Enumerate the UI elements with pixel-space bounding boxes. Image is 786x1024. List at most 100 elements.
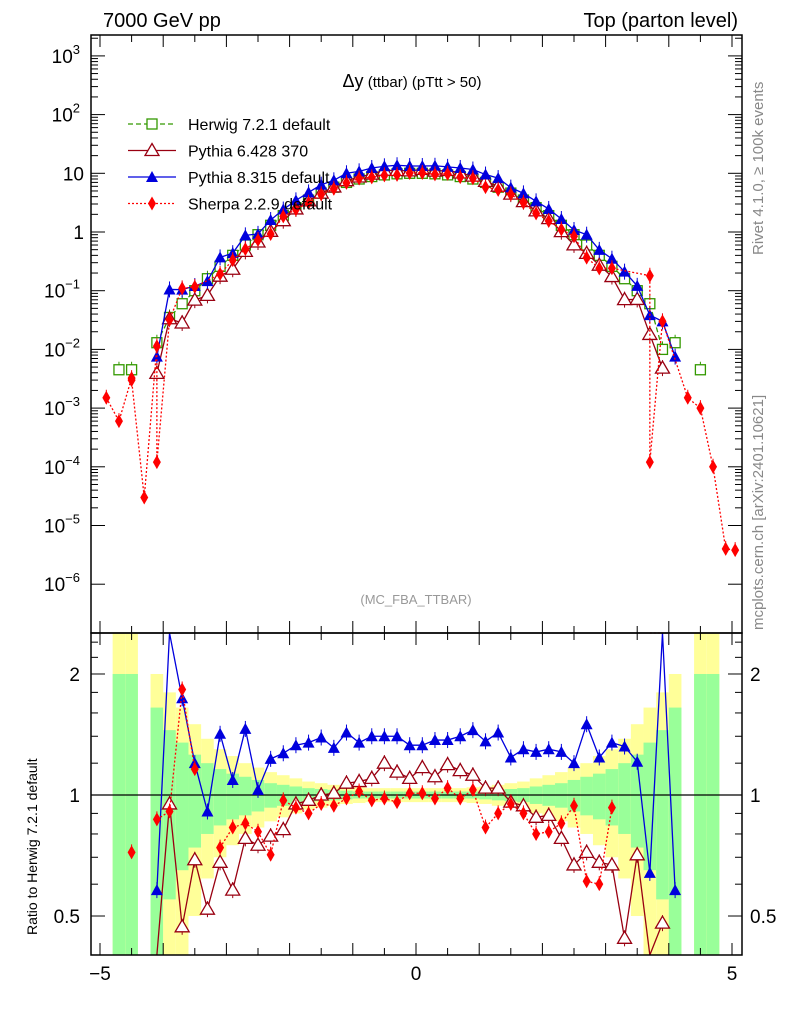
ratio-band-green xyxy=(668,707,682,955)
y-tick-label: 1 xyxy=(73,223,84,244)
side-label-mcplots: mcplots.cern.ch [arXiv:2401.10621] xyxy=(750,395,767,630)
legend-marker xyxy=(146,118,158,130)
sherpa-main-point xyxy=(481,180,490,195)
sherpa-ratio-point xyxy=(494,806,503,821)
y-tick-exponent: −3 xyxy=(65,394,80,409)
y-tick-base: 10 xyxy=(52,47,73,68)
sherpa-main-point xyxy=(329,181,338,196)
plot-title: Δy (ttbar) (pTtt > 50) xyxy=(343,71,482,91)
pythia6-ratio-point xyxy=(363,770,380,785)
sherpa-main-point xyxy=(304,195,313,210)
pythia8-main-point xyxy=(214,251,227,263)
pythia8-ratio-point xyxy=(428,734,441,746)
sherpa-ratio-point xyxy=(544,824,553,839)
y-tick-base: 10 xyxy=(44,399,65,420)
header-left: 7000 GeV pp xyxy=(103,10,221,32)
pythia6-main-point xyxy=(629,291,646,306)
pythia8-main-point xyxy=(479,168,492,180)
sherpa-main-point xyxy=(731,543,740,558)
pythia6-main-point xyxy=(616,291,633,306)
pythia6-main-point xyxy=(565,236,583,251)
pythia8-ratio-point xyxy=(504,751,517,763)
pythia8-ratio-point xyxy=(302,736,315,748)
herwig-main-point xyxy=(656,343,669,356)
legend-marker xyxy=(143,142,161,157)
pythia8-ratio-point xyxy=(492,726,505,738)
pythia8-main-point xyxy=(163,283,176,295)
pythia8-ratio-point xyxy=(568,757,580,769)
pythia8-ratio-point xyxy=(289,739,302,751)
sherpa-main-point xyxy=(506,187,515,202)
pythia8-ratio-point xyxy=(391,730,404,742)
sherpa-ratio-point xyxy=(430,791,439,806)
pythia6-ratio-point xyxy=(338,774,355,789)
pythia8-ratio-point xyxy=(252,783,264,795)
sherpa-main-point xyxy=(216,267,225,282)
sherpa-main-point xyxy=(317,187,326,202)
pythia8-main-series xyxy=(150,157,682,365)
ratio-band-green xyxy=(125,673,138,955)
sherpa-ratio-point xyxy=(595,877,604,892)
pythia6-ratio-point xyxy=(540,807,557,821)
sherpa-main-point xyxy=(355,171,364,186)
pythia8-main-point xyxy=(580,228,593,240)
sherpa-main-point xyxy=(342,175,351,190)
pythia8-main-point xyxy=(669,350,682,362)
pythia8-ratio-point xyxy=(403,739,416,751)
pythia8-main-point xyxy=(289,194,302,206)
sherpa-ratio-point xyxy=(165,804,174,819)
sherpa-main-point xyxy=(443,166,452,181)
pythia8-ratio-point xyxy=(315,731,328,743)
sherpa-main-point xyxy=(456,170,465,185)
sherpa-ratio-point xyxy=(557,816,566,831)
ratio-band-green xyxy=(188,754,202,848)
sherpa-ratio-point xyxy=(317,796,326,811)
sherpa-main-point xyxy=(127,373,136,388)
ratio-band-green xyxy=(630,754,644,848)
legend-label: Sherpa 2.2.9 default xyxy=(188,197,333,214)
legend-label: Pythia 6.428 370 xyxy=(188,144,308,161)
pythia6-main-point xyxy=(224,260,241,275)
pythia8-ratio-point xyxy=(176,692,189,704)
pythia6-ratio-point xyxy=(388,763,406,778)
y-tick-base: 10 xyxy=(44,282,65,303)
sherpa-main-point xyxy=(165,312,174,327)
sherpa-main-point xyxy=(645,268,654,283)
sherpa-main-point xyxy=(570,229,578,244)
pythia8-ratio-point xyxy=(201,805,214,817)
sherpa-main-point xyxy=(683,390,692,405)
sherpa-ratio-point xyxy=(367,793,376,808)
sherpa-main-point xyxy=(152,455,161,470)
sherpa-main-line xyxy=(105,172,736,551)
sherpa-ratio-point xyxy=(456,791,465,806)
sherpa-main-point xyxy=(140,490,149,505)
pythia8-main-point xyxy=(593,243,606,255)
pythia8-main-point xyxy=(428,159,441,171)
pythia8-ratio-point xyxy=(479,735,492,747)
sherpa-ratio-point xyxy=(607,800,616,815)
sherpa-main-point xyxy=(582,250,591,265)
sherpa-ratio-point xyxy=(519,806,528,821)
pythia8-ratio-point xyxy=(416,739,429,751)
pythia6-main-point xyxy=(199,287,216,302)
pythia8-ratio-point xyxy=(365,730,378,742)
pythia6-ratio-point xyxy=(262,827,279,842)
sherpa-ratio-point xyxy=(532,826,541,841)
sherpa-ratio-point xyxy=(405,786,414,801)
pythia6-ratio-point xyxy=(376,754,393,769)
sherpa-main-point xyxy=(241,242,250,257)
sherpa-main-point xyxy=(418,166,427,181)
pythia8-main-point xyxy=(302,186,315,198)
sherpa-main-point xyxy=(532,206,541,221)
ratio-y-tick-label-right: 0.5 xyxy=(750,907,776,928)
sherpa-ratio-point xyxy=(443,781,452,796)
legend-item-pythia8: Pythia 8.315 default xyxy=(128,170,330,187)
sherpa-ratio-point xyxy=(178,682,187,697)
pythia6-ratio-point xyxy=(224,881,241,896)
legend-label: Pythia 8.315 default xyxy=(188,170,330,187)
x-tick-label: 5 xyxy=(727,964,738,985)
pythia6-ratio-point xyxy=(237,830,254,845)
sherpa-ratio-point xyxy=(190,762,199,777)
pythia8-ratio-point xyxy=(226,773,239,785)
